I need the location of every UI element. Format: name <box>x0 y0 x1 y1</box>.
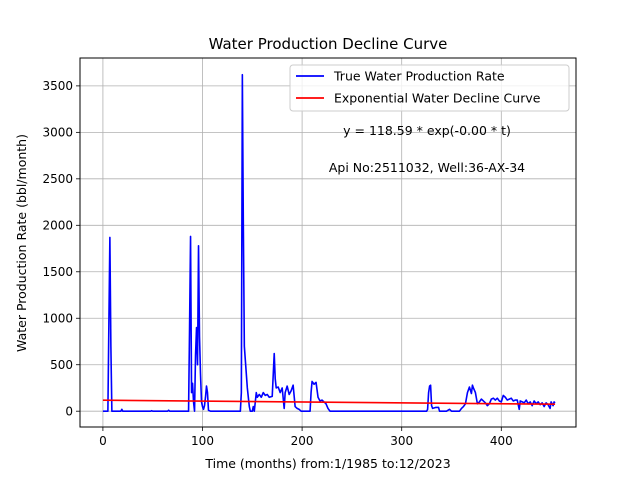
chart-title: Water Production Decline Curve <box>209 35 448 53</box>
y-tick-label: 3000 <box>42 126 73 140</box>
y-tick-label: 1500 <box>42 265 73 279</box>
x-tick-label: 100 <box>191 434 214 448</box>
y-tick-label: 3500 <box>42 79 73 93</box>
exponential-decline-curve-line <box>102 399 556 406</box>
axis-ticks: 0 100 200 300 400 0 500 1000 1500 2000 2500 3000 350… <box>42 79 512 448</box>
x-tick-label: 400 <box>490 434 513 448</box>
true-water-production-rate-line <box>102 73 556 413</box>
y-tick-label: 2000 <box>42 219 73 233</box>
fit-equation-annotation: y = 118.59 * exp(-0.00 * t) <box>343 123 511 138</box>
x-tick-label: 300 <box>390 434 413 448</box>
y-tick-label: 500 <box>50 358 73 372</box>
well-info-annotation: Api No:2511032, Well:36-AX-34 <box>329 160 525 175</box>
y-axis-title: Water Production Rate (bbl/month) <box>14 134 29 352</box>
legend-label-decline-curve: Exponential Water Decline Curve <box>334 91 541 106</box>
y-tick-label: 0 <box>65 404 73 418</box>
grid-lines <box>80 58 576 427</box>
y-tick-label: 2500 <box>42 172 73 186</box>
x-tick-label: 0 <box>99 434 107 448</box>
legend: True Water Production Rate Exponential W… <box>289 64 570 112</box>
series-layer <box>102 73 556 413</box>
x-tick-label: 200 <box>291 434 314 448</box>
plot-frame <box>79 57 577 428</box>
legend-box <box>289 64 570 112</box>
y-tick-label: 1000 <box>42 312 73 326</box>
x-axis-title: Time (months) from:1/1985 to:12/2023 <box>204 456 450 471</box>
legend-label-true-rate: True Water Production Rate <box>333 69 505 84</box>
